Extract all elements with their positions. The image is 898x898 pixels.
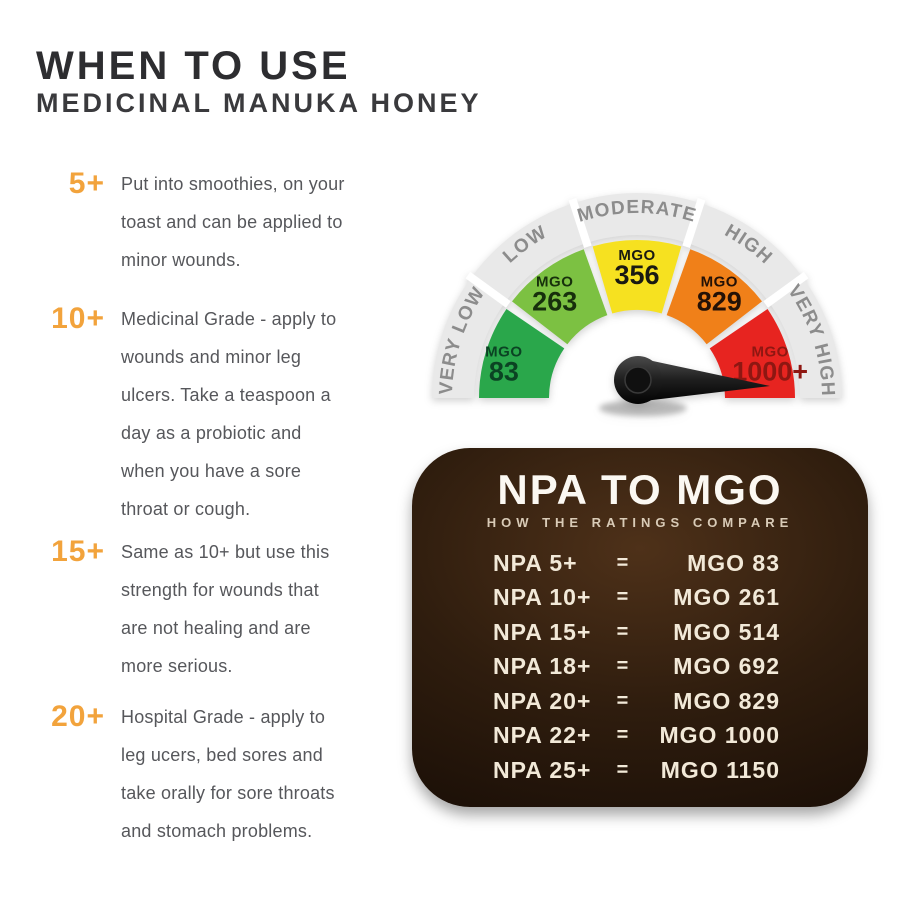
gauge-segment-very-low bbox=[479, 308, 565, 398]
gauge-needle bbox=[636, 358, 770, 402]
grade-badge: 5+ bbox=[68, 167, 105, 200]
conversion-table: NPA 5+ = MGO 83 NPA 10+ = MGO 261 NPA 15… bbox=[412, 546, 868, 788]
mgo-value: MGO 1150 bbox=[660, 756, 780, 783]
needle-hub-center bbox=[624, 366, 652, 394]
equals-sign: = bbox=[616, 724, 630, 747]
equals-sign: = bbox=[616, 620, 630, 643]
conversion-row: NPA 20+ = MGO 829 bbox=[493, 684, 780, 719]
equals-sign: = bbox=[616, 655, 630, 678]
npa-value: NPA 25+ bbox=[493, 756, 592, 783]
gauge-segment-value: MGO 356 bbox=[614, 247, 659, 290]
conversion-row: NPA 15+ = MGO 514 bbox=[493, 615, 780, 650]
mgo-value: MGO 1000 bbox=[659, 722, 780, 749]
grade-badge: 15+ bbox=[51, 535, 105, 568]
ring-separator bbox=[465, 271, 511, 308]
npa-value: NPA 10+ bbox=[493, 584, 592, 611]
panel-subtitle: HOW THE RATINGS COMPARE bbox=[486, 515, 794, 530]
page-subtitle: MEDICINAL MANUKA HONEY bbox=[36, 88, 482, 118]
gauge-segment-value: MGO 83 bbox=[485, 344, 522, 387]
mgo-value: MGO 514 bbox=[673, 618, 780, 645]
gauge-ring bbox=[432, 193, 842, 398]
conversion-row: NPA 10+ = MGO 261 bbox=[493, 581, 780, 616]
gauge-segment-high bbox=[666, 249, 763, 345]
page-title: WHEN TO USE bbox=[36, 44, 351, 88]
conversion-row: NPA 25+ = MGO 1150 bbox=[493, 753, 780, 788]
grade-description: Hospital Grade - apply to leg ucers, bed… bbox=[121, 707, 335, 841]
grade-description: Same as 10+ but use this strength for wo… bbox=[121, 542, 330, 676]
ring-separator bbox=[682, 197, 706, 249]
gauge-segment-value: MGO 829 bbox=[697, 274, 742, 317]
mgo-value: MGO 829 bbox=[673, 687, 780, 714]
grade-badge: 20+ bbox=[51, 700, 105, 733]
npa-value: NPA 20+ bbox=[493, 687, 592, 714]
conversion-row: NPA 22+ = MGO 1000 bbox=[493, 719, 780, 754]
npa-value: NPA 22+ bbox=[493, 722, 592, 749]
mgo-value: MGO 261 bbox=[673, 584, 780, 611]
gauge-segment-moderate bbox=[592, 239, 682, 314]
grade-badge: 10+ bbox=[51, 302, 105, 335]
npa-value: NPA 5+ bbox=[493, 549, 578, 576]
grade-description: Medicinal Grade - apply to wounds and mi… bbox=[121, 309, 337, 519]
list-item: 15+ Same as 10+ but use this strength fo… bbox=[40, 533, 400, 685]
npa-value: NPA 18+ bbox=[493, 653, 592, 680]
mgo-value: MGO 83 bbox=[687, 549, 780, 576]
panel-title: NPA TO MGO bbox=[497, 466, 783, 513]
ring-separator bbox=[568, 197, 592, 249]
equals-sign: = bbox=[616, 586, 630, 609]
equals-sign: = bbox=[616, 689, 630, 712]
gauge-segment-very-high bbox=[709, 308, 795, 398]
list-item: 10+ Medicinal Grade - apply to wounds an… bbox=[40, 300, 400, 528]
equals-sign: = bbox=[616, 551, 630, 574]
needle-shadow bbox=[599, 400, 687, 416]
ring-separator bbox=[763, 271, 809, 308]
equals-sign: = bbox=[616, 758, 630, 781]
list-item: 5+ Put into smoothies, on your toast and… bbox=[40, 165, 400, 279]
gauge-segment-value: MGO 263 bbox=[532, 274, 577, 317]
conversion-row: NPA 18+ = MGO 692 bbox=[493, 650, 780, 685]
gauge-segment-low bbox=[511, 249, 608, 345]
grade-description: Put into smoothies, on your toast and ca… bbox=[121, 174, 345, 270]
npa-mgo-panel: NPA TO MGO HOW THE RATINGS COMPARE NPA 5… bbox=[412, 448, 868, 807]
mgo-value: MGO 692 bbox=[673, 653, 780, 680]
conversion-row: NPA 5+ = MGO 83 bbox=[493, 546, 780, 581]
npa-value: NPA 15+ bbox=[493, 618, 592, 645]
list-item: 20+ Hospital Grade - apply to leg ucers,… bbox=[40, 698, 400, 850]
